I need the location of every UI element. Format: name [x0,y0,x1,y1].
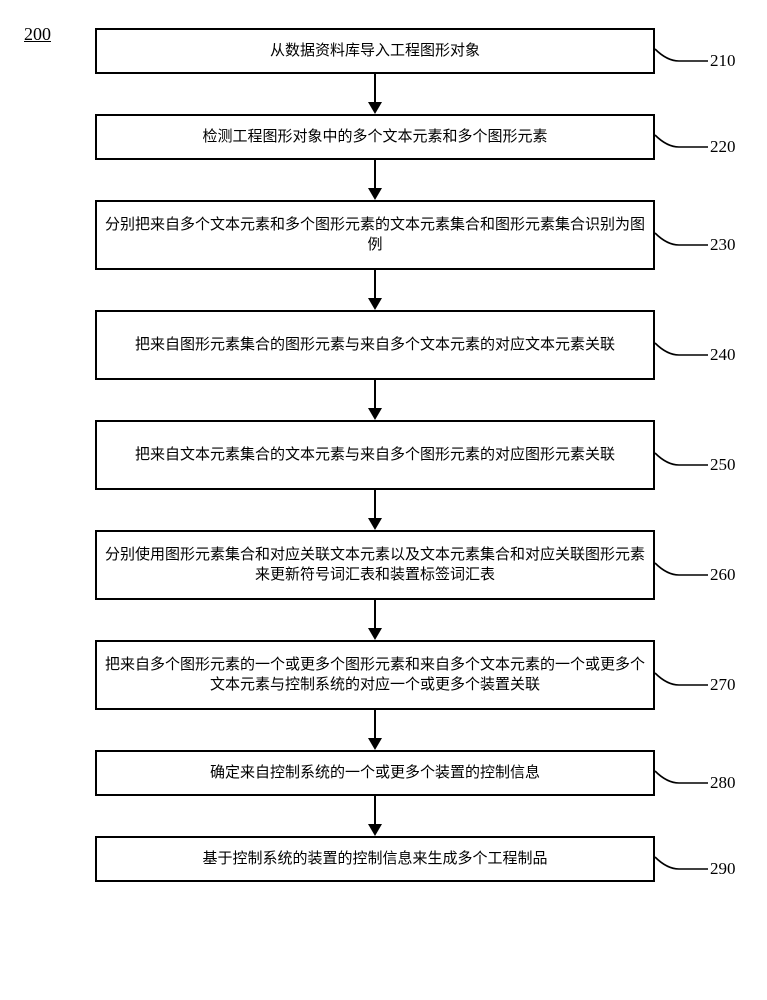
arrow-head-icon [368,518,382,530]
flow-step-text: 确定来自控制系统的一个或更多个装置的控制信息 [202,759,548,787]
flow-step-text: 分别使用图形元素集合和对应关联文本元素以及文本元素集合和对应关联图形元素来更新符… [97,541,653,590]
flow-step-250: 把来自文本元素集合的文本元素与来自多个图形元素的对应图形元素关联 [95,420,655,490]
arrow-head-icon [368,408,382,420]
ref-label-290: 290 [710,859,736,879]
ref-leader-290 [653,853,710,877]
ref-leader-280 [653,767,710,791]
ref-leader-210 [653,45,710,69]
flow-step-text: 基于控制系统的装置的控制信息来生成多个工程制品 [194,845,555,873]
flow-step-text: 从数据资料库导入工程图形对象 [262,37,488,65]
arrow-head-icon [368,102,382,114]
flow-step-270: 把来自多个图形元素的一个或更多个图形元素和来自多个文本元素的一个或更多个文本元素… [95,640,655,710]
ref-label-240: 240 [710,345,736,365]
ref-label-210: 210 [710,51,736,71]
flow-step-text: 把来自文本元素集合的文本元素与来自多个图形元素的对应图形元素关联 [127,441,623,469]
ref-leader-250 [653,449,710,473]
ref-leader-240 [653,339,710,363]
arrow-shaft [374,270,376,298]
ref-label-230: 230 [710,235,736,255]
flow-step-text: 把来自图形元素集合的图形元素与来自多个文本元素的对应文本元素关联 [127,331,623,359]
flow-step-260: 分别使用图形元素集合和对应关联文本元素以及文本元素集合和对应关联图形元素来更新符… [95,530,655,600]
arrow-shaft [374,710,376,738]
flow-arrow [95,380,655,420]
ref-label-270: 270 [710,675,736,695]
arrow-head-icon [368,628,382,640]
ref-label-250: 250 [710,455,736,475]
flow-arrow [95,796,655,836]
arrow-head-icon [368,824,382,836]
arrow-shaft [374,380,376,408]
flow-step-text: 检测工程图形对象中的多个文本元素和多个图形元素 [194,123,555,151]
arrow-shaft [374,490,376,518]
figure-id-label: 200 [24,24,51,45]
flow-step-text: 把来自多个图形元素的一个或更多个图形元素和来自多个文本元素的一个或更多个文本元素… [97,651,653,700]
flow-arrow [95,270,655,310]
arrow-shaft [374,160,376,188]
flow-step-290: 基于控制系统的装置的控制信息来生成多个工程制品 [95,836,655,882]
flow-step-230: 分别把来自多个文本元素和多个图形元素的文本元素集合和图形元素集合识别为图例 [95,200,655,270]
arrow-head-icon [368,298,382,310]
flow-arrow [95,74,655,114]
flow-arrow [95,710,655,750]
ref-label-280: 280 [710,773,736,793]
ref-leader-220 [653,131,710,155]
flow-arrow [95,160,655,200]
flow-step-240: 把来自图形元素集合的图形元素与来自多个文本元素的对应文本元素关联 [95,310,655,380]
arrow-shaft [374,796,376,824]
flow-step-210: 从数据资料库导入工程图形对象 [95,28,655,74]
flow-step-220: 检测工程图形对象中的多个文本元素和多个图形元素 [95,114,655,160]
flow-step-280: 确定来自控制系统的一个或更多个装置的控制信息 [95,750,655,796]
ref-label-220: 220 [710,137,736,157]
arrow-head-icon [368,188,382,200]
flow-arrow [95,600,655,640]
arrow-shaft [374,600,376,628]
flow-step-text: 分别把来自多个文本元素和多个图形元素的文本元素集合和图形元素集合识别为图例 [97,211,653,260]
arrow-shaft [374,74,376,102]
ref-label-260: 260 [710,565,736,585]
ref-leader-260 [653,559,710,583]
ref-leader-230 [653,229,710,253]
flow-arrow [95,490,655,530]
ref-leader-270 [653,669,710,693]
flowchart-container: 从数据资料库导入工程图形对象检测工程图形对象中的多个文本元素和多个图形元素分别把… [95,28,655,882]
arrow-head-icon [368,738,382,750]
